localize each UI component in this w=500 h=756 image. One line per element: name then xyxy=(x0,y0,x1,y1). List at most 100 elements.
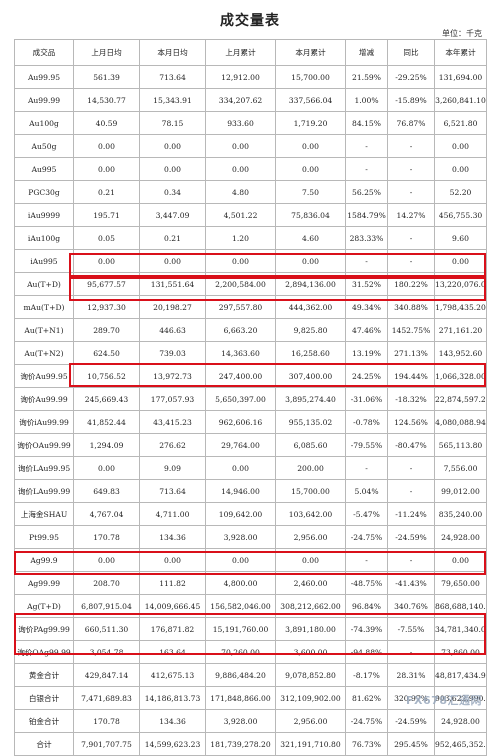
table-cell: - xyxy=(387,548,435,572)
table-cell: -94.88% xyxy=(345,640,388,664)
table-cell: 49.34% xyxy=(345,295,388,319)
table-cell: -41.43% xyxy=(387,571,435,595)
row-name-cell: 询价LAu99.95 xyxy=(14,456,74,480)
table-cell: 312,109,902.00 xyxy=(275,686,346,710)
table-cell: 271.13% xyxy=(387,341,435,365)
table-row: Pt99.95 170.78 134.36 3,928.00 2,956.00 -24.7… xyxy=(14,525,487,549)
table-cell: 2,956.00 xyxy=(275,709,346,733)
table-cell: - xyxy=(387,249,435,273)
table-cell: 81.62% xyxy=(345,686,388,710)
table-cell: 9,886,484.20 xyxy=(205,663,276,687)
table-row: 询价Au99.99 245,669.43 177,057.93 5,650,397.0… xyxy=(14,387,487,411)
table-cell: 163.64 xyxy=(139,640,206,664)
table-cell: -29.25% xyxy=(387,65,435,89)
table-row: Au(T+N2) 624.50 739.03 14,363.60 16,258.60 13… xyxy=(14,341,487,365)
table-cell: 16,258.60 xyxy=(275,341,346,365)
table-cell: 0.00 xyxy=(205,157,276,181)
row-name-cell: Pt99.95 xyxy=(14,525,74,549)
table-row: 询价LAu99.95 0.00 9.09 0.00 200.00- -7,556.00 xyxy=(14,456,487,480)
table-cell: 245,669.43 xyxy=(73,387,140,411)
row-name-cell: Ag99.9 xyxy=(14,548,74,572)
table-cell: - xyxy=(345,456,388,480)
table-cell: -8.17% xyxy=(345,663,388,687)
table-row: Au(T+N1) 289.70 446.63 6,663.20 9,825.80 47.4… xyxy=(14,318,487,342)
table-cell: 14,530.77 xyxy=(73,88,140,112)
table-cell: 3,895,274.40 xyxy=(275,387,346,411)
table-cell: 0.00 xyxy=(139,249,206,273)
table-cell: 24.25% xyxy=(345,364,388,388)
table-cell: 75,836.04 xyxy=(275,203,346,227)
table-cell: -18.32% xyxy=(387,387,435,411)
table-cell: 0.00 xyxy=(139,134,206,158)
table-cell: 340.88% xyxy=(387,295,435,319)
table-cell: -15.89% xyxy=(387,88,435,112)
table-cell: - xyxy=(387,640,435,664)
column-header: 上月累计 xyxy=(205,39,276,66)
row-name-cell: 铂金合计 xyxy=(14,709,74,733)
column-header: 本月累计 xyxy=(275,39,346,66)
row-name-cell: Au99.99 xyxy=(14,88,74,112)
table-cell: 96.84% xyxy=(345,594,388,618)
table-cell: 79,650.00 xyxy=(434,571,487,595)
page-title: 成交量表 xyxy=(220,13,280,29)
table-cell: 13.19% xyxy=(345,341,388,365)
table-cell: 713.64 xyxy=(139,479,206,503)
table-cell: 0.00 xyxy=(275,548,346,572)
table-cell: 3,447.09 xyxy=(139,203,206,227)
table-cell: 13,972.73 xyxy=(139,364,206,388)
table-cell: 15,700.00 xyxy=(275,65,346,89)
table-cell: 0.00 xyxy=(73,249,140,273)
table-cell: 0.00 xyxy=(73,157,140,181)
table-cell: 2,894,136.00 xyxy=(275,272,346,296)
table-cell: 868,688,140.00 xyxy=(434,594,487,618)
table-cell: 0.34 xyxy=(139,180,206,204)
table-row: 上海金SHAU 4,767.04 4,711.00 109,642.00 103,642… xyxy=(14,502,487,526)
table-cell: 134.36 xyxy=(139,709,206,733)
table-row: 询价PAg99.99 660,511.30 176,871.82 15,191,760… xyxy=(14,617,487,641)
table-cell: 0.00 xyxy=(139,157,206,181)
table-cell: 3,891,180.00 xyxy=(275,617,346,641)
table-row: Ag(T+D) 6,807,915.04 14,009,666.45 156,582,… xyxy=(14,594,487,618)
table-row: Ag99.9 0.00 0.00 0.00 0.00- -0.00 xyxy=(14,548,487,572)
table-cell: 143,952.60 xyxy=(434,341,487,365)
table-cell: 5.04% xyxy=(345,479,388,503)
table-cell: 561.39 xyxy=(73,65,140,89)
table-row: 询价OAg99.99 3,054.78 163.64 70,260.00 3,600.0… xyxy=(14,640,487,664)
row-name-cell: Ag(T+D) xyxy=(14,594,74,618)
table-cell: -80.47% xyxy=(387,433,435,457)
table-row: 白银合计 7,471,689.83 14,186,813.73 171,848,866… xyxy=(14,686,487,710)
table-cell: 962,606.16 xyxy=(205,410,276,434)
table-cell: -5.47% xyxy=(345,502,388,526)
table-cell: 9.09 xyxy=(139,456,206,480)
table-cell: 131,551.64 xyxy=(139,272,206,296)
column-header: 同比 xyxy=(387,39,435,66)
column-header: 增减 xyxy=(345,39,388,66)
table-cell: 444,362.00 xyxy=(275,295,346,319)
table-cell: - xyxy=(345,157,388,181)
table-cell: 12,937.30 xyxy=(73,295,140,319)
table-cell: 20,198.27 xyxy=(139,295,206,319)
table-cell: 4,080,088.94 xyxy=(434,410,487,434)
table-cell: -24.59% xyxy=(387,525,435,549)
table-row: iAu9999 195.71 3,447.09 4,501.22 75,836.04 15… xyxy=(14,203,487,227)
table-cell: 2,956.00 xyxy=(275,525,346,549)
table-cell: 109,642.00 xyxy=(205,502,276,526)
table-cell: -74.39% xyxy=(345,617,388,641)
table-cell: 208.70 xyxy=(73,571,140,595)
table-cell: 34,781,340.00 xyxy=(434,617,487,641)
column-header: 成交品 xyxy=(14,39,74,66)
unit-label: 单位：千克 xyxy=(442,29,482,38)
table-cell: 13,220,076.00 xyxy=(434,272,487,296)
table-row: 询价Au99.95 10,756.52 13,972.73 247,400.00 307… xyxy=(14,364,487,388)
table-row: 询价iAu99.99 41,852.44 43,415.23 962,606.16 95… xyxy=(14,410,487,434)
row-name-cell: Au(T+N1) xyxy=(14,318,74,342)
table-cell: 0.00 xyxy=(275,249,346,273)
table-cell: 0.00 xyxy=(73,134,140,158)
table-cell: 134.36 xyxy=(139,525,206,549)
row-name-cell: 询价Au99.99 xyxy=(14,387,74,411)
table-cell: - xyxy=(387,456,435,480)
table-cell: 1,798,435.20 xyxy=(434,295,487,319)
table-cell: 429,847.14 xyxy=(73,663,140,687)
table-cell: 21.59% xyxy=(345,65,388,89)
table-cell: 2,200,584.00 xyxy=(205,272,276,296)
